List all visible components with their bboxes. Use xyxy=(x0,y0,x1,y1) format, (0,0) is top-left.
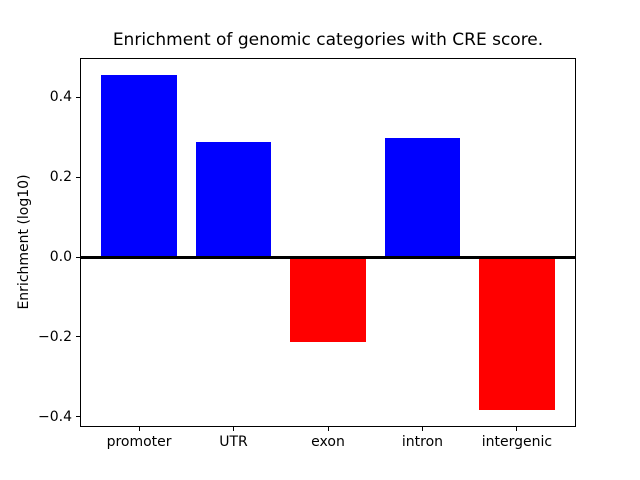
y-tick-label: 0.0 xyxy=(49,249,72,266)
x-tick-label-intergenic: intergenic xyxy=(481,434,553,450)
bar-intron xyxy=(384,138,461,259)
x-tick-label-UTR: UTR xyxy=(219,434,248,450)
y-tick-label: 0.2 xyxy=(49,169,72,186)
x-tick-mark xyxy=(233,427,235,431)
x-tick-label-exon: exon xyxy=(311,434,345,450)
x-tick-mark xyxy=(327,427,329,431)
y-tick-mark xyxy=(76,336,80,338)
plot-area xyxy=(80,58,576,427)
x-tick-label-promoter: promoter xyxy=(106,434,172,450)
bar-promoter xyxy=(101,74,177,259)
y-tick-label: −0.4 xyxy=(38,408,72,425)
chart-title: Enrichment of genomic categories with CR… xyxy=(112,30,544,50)
bar-exon xyxy=(290,258,366,342)
y-tick-mark xyxy=(76,176,80,178)
bar-intergenic xyxy=(479,258,555,410)
y-tick-mark xyxy=(76,256,80,258)
y-tick-mark xyxy=(76,416,80,418)
x-tick-label-intron: intron xyxy=(401,434,444,450)
y-tick-label: 0.4 xyxy=(49,89,72,106)
zero-line xyxy=(81,256,575,260)
bar-UTR xyxy=(195,142,272,259)
x-tick-mark xyxy=(516,427,518,431)
y-axis-label: Enrichment (log10) xyxy=(16,174,32,310)
y-tick-mark xyxy=(76,96,80,98)
x-tick-mark xyxy=(138,427,140,431)
y-tick-label: −0.2 xyxy=(38,328,72,345)
x-tick-mark xyxy=(421,427,423,431)
